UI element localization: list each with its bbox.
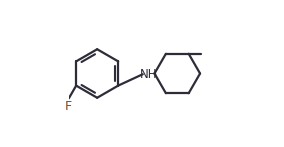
Text: F: F [65,100,72,113]
Text: NH: NH [140,68,157,81]
